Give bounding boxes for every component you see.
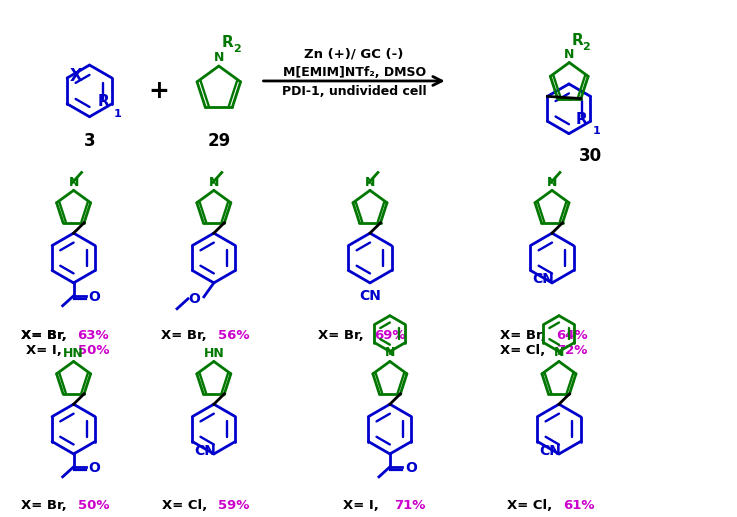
Text: N: N [547,176,557,189]
Text: 63%: 63% [77,329,109,342]
Text: X= I,: X= I, [27,344,71,357]
Text: 50%: 50% [77,499,109,512]
Text: 69%: 69% [374,329,405,342]
Text: X= Br,: X= Br, [21,329,71,342]
Text: 64%: 64% [556,329,587,342]
Text: 72%: 72% [556,344,587,357]
Text: 59%: 59% [218,499,249,512]
Text: N: N [209,176,219,189]
Text: N: N [553,346,564,359]
Text: PDI-1, undivided cell: PDI-1, undivided cell [282,85,427,98]
Text: N: N [385,346,395,359]
Text: R: R [571,33,583,48]
Text: 71%: 71% [394,499,425,512]
Text: O: O [88,290,100,304]
Text: N: N [214,51,224,64]
Text: 1: 1 [114,109,122,119]
Text: Zn (+)/ GC (-): Zn (+)/ GC (-) [304,48,404,60]
Text: CN: CN [359,289,381,303]
Text: O: O [88,461,100,475]
Text: +: + [149,79,170,103]
Text: X= I,: X= I, [343,499,388,512]
Text: CN: CN [532,272,554,286]
Text: R: R [222,35,234,50]
Text: 3: 3 [84,132,95,149]
Text: HN: HN [203,347,224,360]
Text: X= Br,: X= Br, [500,329,550,342]
Text: 29: 29 [207,132,231,149]
Text: 61%: 61% [563,499,595,512]
Text: X: X [70,67,83,85]
Text: M[EMIM]NTf₂, DMSO: M[EMIM]NTf₂, DMSO [282,66,426,79]
Text: R: R [576,112,587,127]
Text: X= Cl,: X= Cl, [500,344,550,357]
Text: N: N [69,176,79,189]
Text: O: O [405,461,416,475]
Text: X= Br,: X= Br, [318,329,368,342]
Text: R: R [97,94,109,110]
Text: 2: 2 [582,41,590,52]
Text: X= Cl,: X= Cl, [507,499,557,512]
Text: X= Br,: X= Br, [21,499,71,512]
Text: X= Cl,: X= Cl, [162,499,212,512]
Text: 1: 1 [593,126,600,136]
Text: X= Br,: X= Br, [21,329,71,342]
Text: O: O [188,292,200,306]
Text: 2: 2 [233,44,240,54]
Text: 56%: 56% [218,329,249,342]
Text: 50%: 50% [77,344,109,357]
Text: N: N [564,48,574,60]
Text: CN: CN [195,444,216,458]
Text: HN: HN [63,347,84,360]
Text: X= Br,: X= Br, [161,329,212,342]
Text: N: N [365,176,375,189]
Text: CN: CN [539,444,562,458]
Text: 30: 30 [579,146,602,164]
